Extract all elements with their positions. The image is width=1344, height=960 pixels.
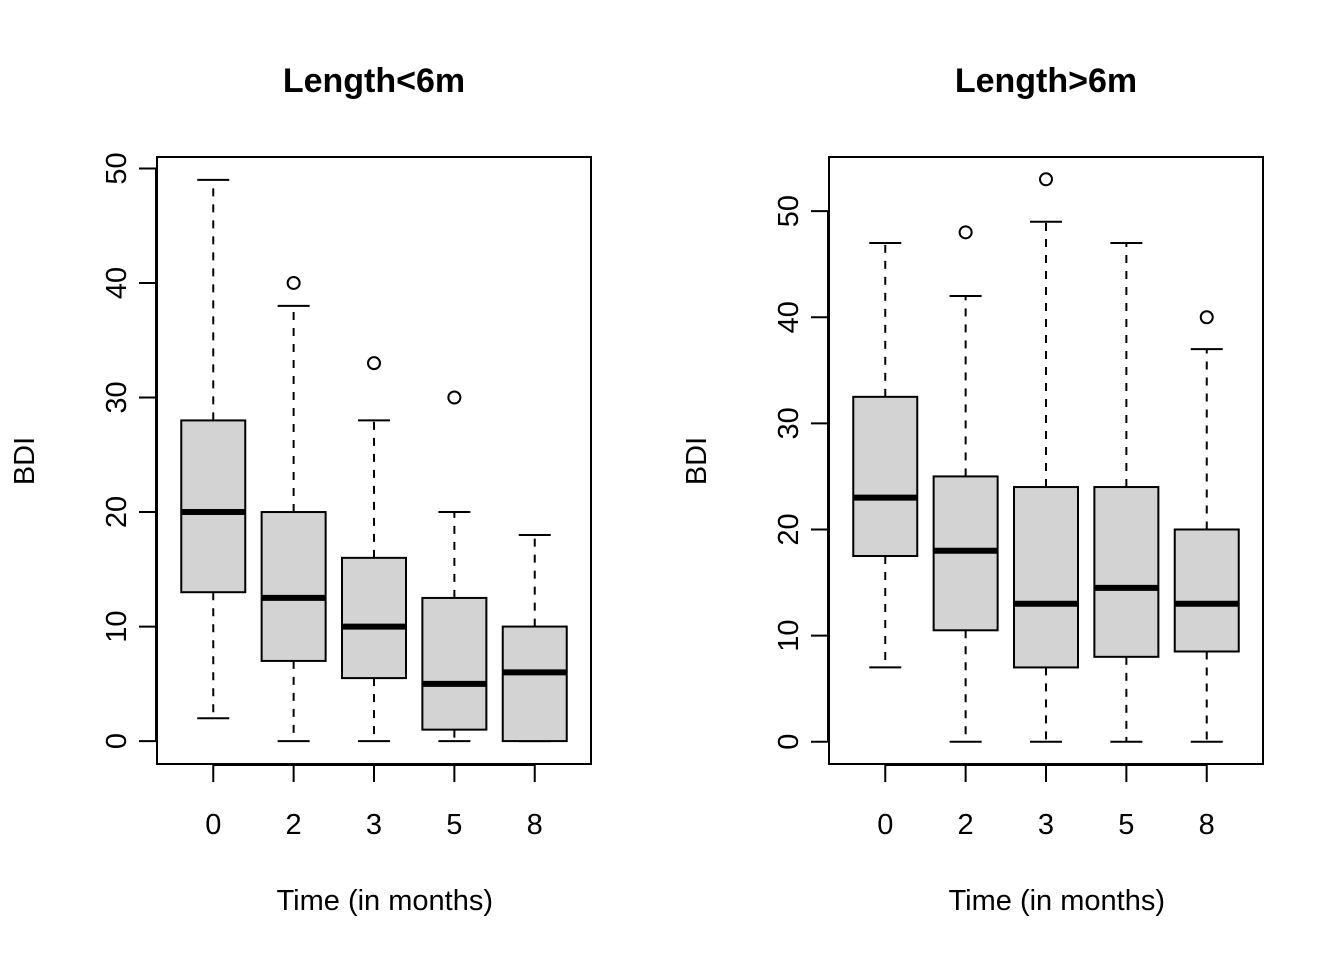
y-axis-title: BDI (9, 437, 41, 485)
outlier-point (1201, 311, 1213, 323)
panel-length-over-6m: Length>6m Time (in months) BDI 010203040… (681, 62, 1263, 917)
box-0 (853, 243, 917, 667)
iqr-box (181, 420, 245, 592)
x-tick-label: 2 (286, 809, 302, 841)
y-tick-label: 0 (101, 733, 133, 749)
y-axis: 0 10 20 30 40 50 (101, 152, 156, 749)
y-tick-label: 30 (773, 407, 805, 439)
box-8 (1175, 311, 1239, 741)
x-tick-label: 3 (366, 809, 382, 841)
y-tick-label: 20 (101, 496, 133, 528)
y-tick-label: 30 (101, 381, 133, 413)
iqr-box (342, 558, 406, 678)
iqr-box (1014, 487, 1078, 667)
chart-title: Length<6m (283, 62, 465, 100)
iqr-box (1094, 487, 1158, 657)
box-2 (934, 226, 998, 741)
x-tick-label: 8 (1199, 809, 1215, 841)
outlier-point (448, 392, 460, 404)
y-tick-label: 10 (773, 619, 805, 651)
panel-length-under-6m: Length<6m Time (in months) BDI 010203040… (9, 62, 591, 917)
y-tick-label: 40 (773, 301, 805, 333)
box-3 (342, 357, 406, 741)
x-axis-title: Time (in months) (949, 885, 1165, 917)
x-tick-label: 0 (205, 809, 221, 841)
x-tick-label: 3 (1038, 809, 1054, 841)
y-tick-label: 40 (101, 267, 133, 299)
iqr-box (1175, 529, 1239, 651)
y-axis: 0 10 20 30 40 50 (773, 195, 828, 750)
iqr-box (503, 627, 567, 742)
x-tick-label: 8 (527, 809, 543, 841)
iqr-box (853, 397, 917, 556)
outlier-point (960, 226, 972, 238)
x-tick-label: 2 (958, 809, 974, 841)
box-2 (262, 277, 326, 741)
x-tick-label: 5 (1118, 809, 1134, 841)
boxes (181, 180, 566, 741)
box-5 (422, 392, 486, 742)
outlier-point (368, 357, 380, 369)
x-axis-title: Time (in months) (277, 885, 493, 917)
x-tick-label: 0 (877, 809, 893, 841)
y-axis-title: BDI (681, 437, 713, 485)
y-tick-label: 10 (101, 610, 133, 642)
outlier-point (288, 277, 300, 289)
outlier-point (1040, 173, 1052, 185)
chart-title: Length>6m (955, 62, 1137, 100)
y-tick-label: 50 (101, 152, 133, 184)
x-axis: 0 2 3 5 8 (877, 765, 1215, 841)
box-0 (181, 180, 245, 718)
x-axis: 0 2 3 5 8 (205, 765, 543, 841)
box-3 (1014, 173, 1078, 741)
y-tick-label: 0 (773, 734, 805, 750)
y-tick-label: 50 (773, 195, 805, 227)
boxes (853, 173, 1238, 741)
iqr-box (422, 598, 486, 730)
x-tick-label: 5 (446, 809, 462, 841)
box-5 (1094, 243, 1158, 742)
box-8 (503, 535, 567, 741)
y-tick-label: 20 (773, 513, 805, 545)
iqr-box (262, 512, 326, 661)
